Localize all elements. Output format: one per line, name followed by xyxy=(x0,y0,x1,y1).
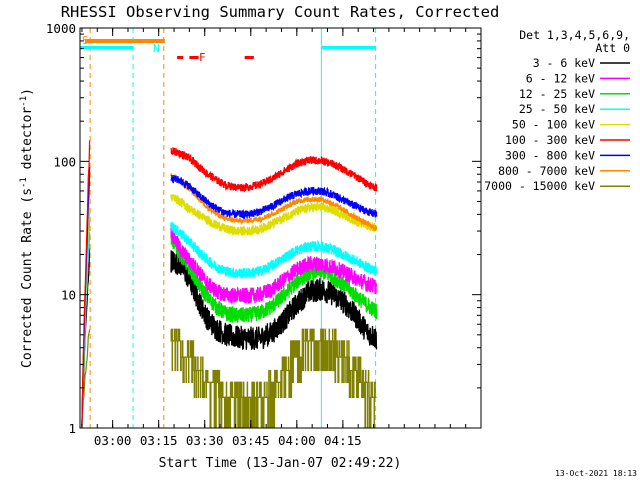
legend-header-line2: Att 0 xyxy=(595,41,630,55)
series-line-2 xyxy=(170,232,378,324)
x-tick-label-4: 04:00 xyxy=(278,433,316,448)
legend-entry-label-6: 300 - 800 keV xyxy=(505,148,595,162)
series-line-5 xyxy=(170,147,378,193)
plot-area xyxy=(80,28,378,428)
legend-entry-label-7: 800 - 7000 keV xyxy=(498,164,595,178)
x-tick-label-2: 03:30 xyxy=(186,433,224,448)
x-tick-label-3: 03:45 xyxy=(232,433,270,448)
x-tick-label-5: 04:15 xyxy=(324,433,362,448)
legend-entry-label-0: 3 - 6 keV xyxy=(533,56,595,70)
y-axis-label-sup1: -1 xyxy=(19,177,29,188)
legend-entry-label-2: 12 - 25 keV xyxy=(519,87,595,101)
series-line-4 xyxy=(170,194,378,236)
flare-bar-0 xyxy=(177,56,184,59)
x-axis: 03:00 03:15 03:30 03:45 04:00 04:15 xyxy=(81,28,467,448)
y-axis-label-end: ) xyxy=(20,88,35,96)
saa-flag-label: S xyxy=(82,34,89,47)
night-bar-0 xyxy=(80,46,134,49)
timestamp: 13-Oct-2021 18:13 xyxy=(555,469,637,478)
flare-bar-2 xyxy=(244,56,254,59)
x-axis-label: Start Time (13-Jan-07 02:49:22) xyxy=(159,456,402,471)
flare-flag-label: F xyxy=(199,51,206,64)
night-flag-label: N xyxy=(153,42,160,55)
series-line-6 xyxy=(170,174,378,219)
series-ingress-5 xyxy=(81,140,91,428)
y-axis-label-main: Corrected Count Rate (s xyxy=(20,188,35,368)
series-line-0 xyxy=(170,250,378,351)
series-line-1 xyxy=(170,224,378,305)
chart-title: RHESSI Observing Summary Count Rates, Co… xyxy=(61,3,500,21)
y-tick-label-0: 1 xyxy=(68,421,76,436)
series-line-8 xyxy=(170,328,377,428)
y-axis-label-mid: detector xyxy=(20,107,35,178)
y-tick-label-2: 100 xyxy=(53,154,76,169)
saa-bar-0 xyxy=(85,39,165,43)
x-tick-label-1: 03:15 xyxy=(140,433,178,448)
legend-entry-label-5: 100 - 300 keV xyxy=(505,133,595,147)
plot-frame xyxy=(79,27,482,429)
legend-entry-label-8: 7000 - 15000 keV xyxy=(484,179,595,193)
legend-entry-label-1: 6 - 12 keV xyxy=(526,71,595,85)
y-axis: 1 10 100 1000 xyxy=(46,21,481,436)
y-tick-label-3: 1000 xyxy=(46,21,76,36)
y-axis-label-sup2: -1 xyxy=(19,96,29,107)
legend-entry-label-3: 25 - 50 keV xyxy=(519,102,595,116)
legend-entry-label-4: 50 - 100 keV xyxy=(512,118,595,132)
y-axis-label: Corrected Count Rate (s-1 detector-1) xyxy=(19,88,35,368)
night-bar-1 xyxy=(321,46,376,49)
flare-bar-1 xyxy=(189,56,199,59)
x-tick-label-0: 03:00 xyxy=(94,433,132,448)
y-tick-label-1: 10 xyxy=(61,288,76,303)
series-line-3 xyxy=(170,221,378,279)
series-line-7 xyxy=(170,173,378,232)
legend-header-line1: Det 1,3,4,5,6,9, xyxy=(519,28,630,42)
